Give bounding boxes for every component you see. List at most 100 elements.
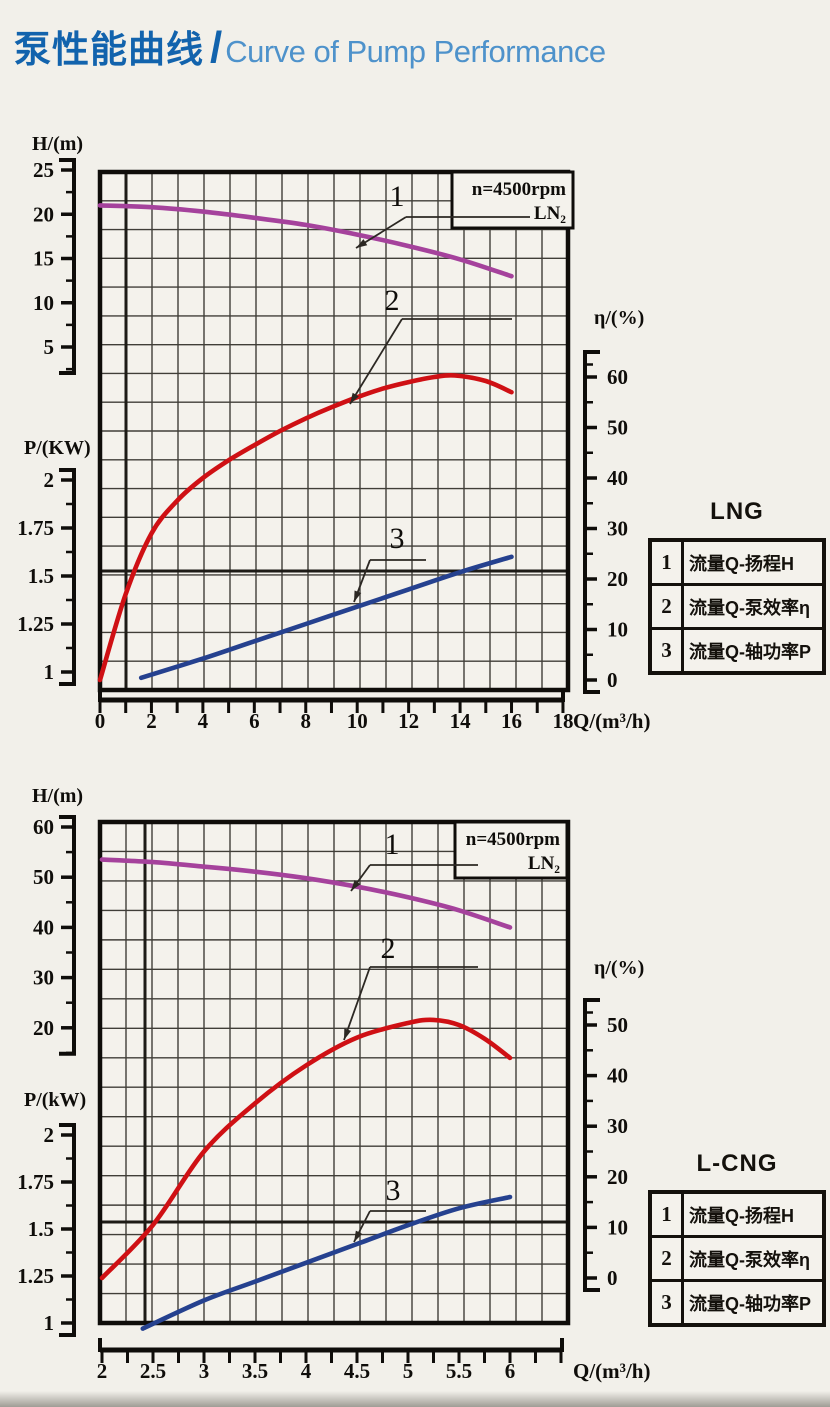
h-axis-unit-label: H/(m): [32, 133, 83, 155]
legend-lcng-table: 1 流量Q-扬程H 2 流量Q-泵效率η 3 流量Q-轴功率P: [648, 1190, 826, 1327]
eta-axis-unit-label: η/(%): [594, 957, 644, 979]
legend-row: 3 流量Q-轴功率P: [652, 627, 822, 671]
h-axis-unit-label: H/(m): [32, 785, 83, 807]
curve-3-p: [140, 1194, 513, 1331]
speed-label: n=4500rpm: [472, 179, 566, 200]
h-tick-label: 5: [44, 335, 55, 359]
x-tick-label: 14: [450, 709, 472, 733]
x-tick-label: 10: [347, 709, 368, 733]
curve-number-label: 2: [385, 284, 400, 317]
x-tick-label: 0: [95, 709, 106, 733]
leader-arrowhead: [344, 1028, 352, 1040]
speed-label: n=4500rpm: [466, 829, 560, 850]
leader-arrowhead: [351, 879, 361, 891]
legend-row-number: 2: [652, 1238, 684, 1279]
x-axis: 2 2.5 3 3.5 4 4.5 5 5.5 6 Q/(m³/h): [97, 1338, 650, 1383]
x-tick-label: 4.5: [344, 1359, 370, 1383]
page-header: 泵性能曲线 / Curve of Pump Performance: [14, 23, 606, 72]
title-divider: /: [210, 23, 223, 72]
legend-lng-table: 1 流量Q-扬程H 2 流量Q-泵效率η 3 流量Q-轴功率P: [648, 538, 826, 675]
eta-axis-unit-label: η/(%): [594, 307, 644, 329]
curve-number-label: 1: [390, 180, 405, 213]
legend-row: 2 流量Q-泵效率η: [652, 1235, 822, 1279]
x-tick-label: 8: [301, 709, 312, 733]
pump-curve-chart-lng: 252015105H/(m)21.751.51.251P/(KW)6050403…: [17, 133, 650, 733]
eta-tick-label: 10: [607, 1215, 628, 1239]
x-tick-label: 6: [249, 709, 260, 733]
x-tick-label: 4: [301, 1359, 312, 1383]
legend-lng: LNG 1 流量Q-扬程H 2 流量Q-泵效率η 3 流量Q-轴功率P: [648, 498, 826, 675]
leader-arrowhead: [350, 392, 359, 404]
eta-tick-label: 60: [607, 365, 628, 389]
h-tick-label: 20: [33, 1016, 54, 1040]
eta-tick-label: 30: [607, 1114, 628, 1138]
h-tick-label: 40: [33, 915, 54, 939]
eta-tick-label: 50: [607, 1013, 628, 1037]
leader-arrowhead: [356, 239, 368, 248]
h-tick-label: 50: [33, 865, 54, 889]
eta-tick-label: 40: [607, 466, 628, 490]
legend-row-label: 流量Q-轴功率P: [689, 1293, 812, 1314]
callout-curve-3: 3: [353, 522, 426, 603]
legend-lng-title: LNG: [710, 498, 764, 525]
p-tick-label: 1.5: [28, 1217, 54, 1241]
leader-line: [343, 966, 371, 1041]
h-tick-label: 25: [33, 158, 54, 182]
legend-row-number: 2: [652, 586, 684, 627]
p-tick-label: 1.25: [17, 612, 54, 636]
page-title-en: Curve of Pump Performance: [225, 33, 606, 69]
annotation-box: [453, 820, 569, 880]
p-tick-label: 1.5: [28, 564, 54, 588]
x-tick-label: 2: [146, 709, 157, 733]
x-tick-label: 12: [398, 709, 419, 733]
h-tick-label: 10: [33, 291, 54, 315]
legend-row: 2 流量Q-泵效率η: [652, 583, 822, 627]
pump-curve-chart-lcng: 6050403020H/(m)21.751.51.251P/(kW)504030…: [17, 785, 650, 1383]
x-tick-label: 4: [198, 709, 209, 733]
p-tick-label: 1.25: [17, 1264, 54, 1288]
curve-2-eta: [99, 1017, 513, 1281]
plot-border: [97, 819, 571, 1326]
eta-tick-label: 20: [607, 567, 628, 591]
leader-line: [349, 318, 403, 405]
x-tick-label: 2: [97, 1359, 108, 1383]
eta-axis: 60 50 40 30 20 10 0: [583, 350, 628, 694]
eta-tick-label: 10: [607, 618, 628, 642]
legend-row-label: 流量Q-轴功率P: [689, 641, 812, 662]
legend-row: 1 流量Q-扬程H: [652, 542, 822, 583]
plot-border: [97, 169, 571, 693]
x-tick-label: 6: [505, 1359, 516, 1383]
curve-1-h: [97, 203, 514, 279]
p-tick-label: 1.75: [17, 516, 54, 540]
p-tick-label: 1.75: [17, 1170, 54, 1194]
p-axis-unit-label: P/(KW): [24, 437, 91, 459]
curve-3-p: [138, 554, 514, 681]
h-axis: 60 50 40 30 20: [33, 815, 76, 1056]
x-tick-label: 18: [552, 709, 573, 733]
legend-row-number: 3: [652, 1282, 684, 1323]
page-title-zh: 泵性能曲线: [14, 29, 204, 71]
callout-curve-2: 2: [343, 932, 478, 1041]
curve-number-label: 1: [385, 828, 400, 861]
eta-axis: 50 40 30 20 10 0: [583, 998, 628, 1292]
legend-row-label: 流量Q-泵效率η: [689, 597, 810, 618]
h-tick-label: 20: [33, 202, 54, 226]
speed-annotation: n=4500rpm LN₂: [453, 820, 569, 880]
legend-row: 3 流量Q-轴功率P: [652, 1279, 822, 1323]
eta-tick-label: 0: [607, 1266, 618, 1290]
h-axis: 25 20 15 10 5: [33, 158, 76, 375]
legend-row-number: 1: [652, 542, 684, 583]
leader-arrowhead: [354, 590, 362, 602]
callout-curve-1: 1: [350, 828, 478, 892]
x-tick-label: 16: [501, 709, 522, 733]
x-tick-label: 2.5: [140, 1359, 166, 1383]
curve-number-label: 3: [386, 1174, 401, 1207]
x-axis-unit-label: Q/(m³/h): [573, 709, 650, 733]
legend-row: 1 流量Q-扬程H: [652, 1194, 822, 1235]
callout-curve-3: 3: [353, 1174, 426, 1243]
legend-row-label: 流量Q-扬程H: [689, 1205, 794, 1226]
grid: [100, 172, 568, 690]
x-tick-label: 3: [199, 1359, 210, 1383]
annotation-box: [450, 170, 575, 230]
